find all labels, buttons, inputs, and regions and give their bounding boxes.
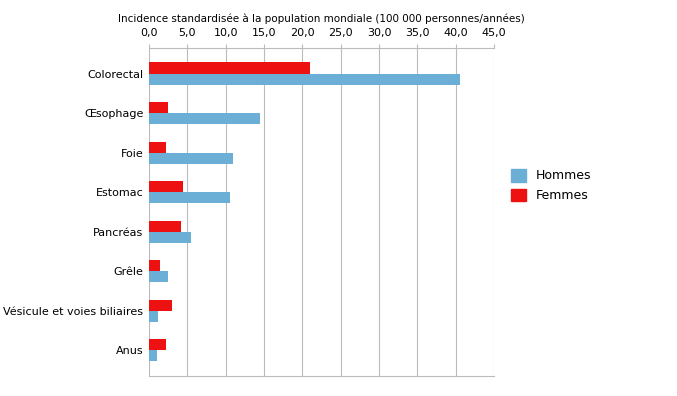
Bar	[149, 271, 168, 282]
Bar	[149, 192, 230, 203]
Bar	[149, 350, 156, 361]
X-axis label: Incidence standardisée à la population mondiale (100 000 personnes/années): Incidence standardisée à la population m…	[118, 13, 525, 23]
Bar	[149, 232, 191, 243]
Bar	[149, 260, 160, 271]
Bar	[149, 181, 183, 192]
Bar	[149, 311, 158, 322]
Bar	[149, 63, 310, 74]
Bar	[149, 339, 166, 350]
Bar	[149, 221, 181, 232]
Bar	[149, 141, 166, 152]
Bar	[149, 300, 172, 311]
Bar	[149, 152, 234, 164]
Legend: Hommes, Femmes: Hommes, Femmes	[511, 169, 591, 202]
Bar	[149, 102, 168, 113]
Bar	[149, 113, 260, 124]
Bar	[149, 74, 460, 85]
